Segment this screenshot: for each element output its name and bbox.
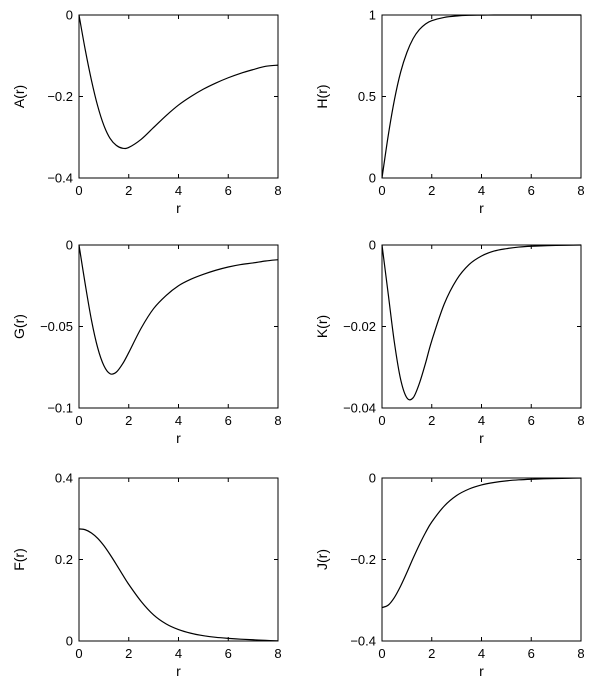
x-tick-label-a-r-4: 8 <box>274 183 281 198</box>
y-tick-label-k-r-1: −0.02 <box>343 319 376 334</box>
x-tick-label-g-r-0: 0 <box>75 413 82 428</box>
x-tick-label-h-r-2: 4 <box>478 183 485 198</box>
y-tick-label-a-r-0: −0.4 <box>47 171 73 186</box>
y-tick-label-a-r-1: −0.2 <box>47 89 73 104</box>
y-tick-label-f-r-2: 0.4 <box>55 471 73 486</box>
y-tick-label-j-r-2: 0 <box>369 471 376 486</box>
x-tick-label-j-r-2: 4 <box>478 646 485 661</box>
y-tick-label-g-r-0: −0.1 <box>47 401 73 416</box>
y-axis-label-h-r: H(r) <box>314 84 330 108</box>
x-tick-label-f-r-4: 8 <box>274 646 281 661</box>
axes-frame-j-r <box>381 477 582 642</box>
y-tick-label-a-r-2: 0 <box>66 8 73 23</box>
x-tick-label-k-r-1: 2 <box>428 413 435 428</box>
x-axis-label-k-r: r <box>479 430 484 446</box>
x-tick-label-a-r-2: 4 <box>175 183 182 198</box>
x-tick-label-g-r-1: 2 <box>125 413 132 428</box>
chart-k-r: 0 2 4 6 8 −0.04 −0.02 0 r K(r) <box>314 238 585 447</box>
x-tick-label-g-r-3: 6 <box>225 413 232 428</box>
y-tick-label-h-r-1: 0.5 <box>358 89 376 104</box>
chart-f-r: 0 2 4 6 8 0 0.2 0.4 r F(r) <box>11 471 282 680</box>
y-tick-label-h-r-2: 1 <box>369 8 376 23</box>
x-tick-label-k-r-4: 8 <box>577 413 584 428</box>
y-tick-label-h-r-0: 0 <box>369 171 376 186</box>
y-axis-label-k-r: K(r) <box>314 315 330 338</box>
x-tick-label-a-r-0: 0 <box>75 183 82 198</box>
x-tick-label-k-r-0: 0 <box>378 413 385 428</box>
y-tick-label-j-r-1: −0.2 <box>350 552 376 567</box>
x-tick-label-h-r-0: 0 <box>378 183 385 198</box>
y-tick-label-k-r-2: 0 <box>369 238 376 253</box>
x-tick-label-k-r-2: 4 <box>478 413 485 428</box>
x-tick-label-a-r-3: 6 <box>225 183 232 198</box>
axes-frame-k-r <box>381 244 582 409</box>
chart-g-r: 0 2 4 6 8 −0.1 −0.05 0 r G(r) <box>11 238 282 447</box>
axes-frame-f-r <box>78 477 279 642</box>
x-tick-label-h-r-3: 6 <box>528 183 535 198</box>
x-tick-label-f-r-3: 6 <box>225 646 232 661</box>
x-tick-label-j-r-1: 2 <box>428 646 435 661</box>
chart-h-r: 0 2 4 6 8 0 0.5 1 r H(r) <box>314 8 585 217</box>
y-tick-label-g-r-2: 0 <box>66 238 73 253</box>
y-tick-label-k-r-0: −0.04 <box>343 401 376 416</box>
chart-a-r: 0 2 4 6 8 −0.4 −0.2 0 r A(r) <box>11 8 282 217</box>
x-tick-label-g-r-4: 8 <box>274 413 281 428</box>
x-axis-label-f-r: r <box>176 663 181 679</box>
x-tick-label-g-r-2: 4 <box>175 413 182 428</box>
x-tick-label-h-r-1: 2 <box>428 183 435 198</box>
y-tick-label-j-r-0: −0.4 <box>350 634 376 649</box>
axes-frame-a-r <box>78 14 279 179</box>
x-tick-label-f-r-1: 2 <box>125 646 132 661</box>
x-tick-label-a-r-1: 2 <box>125 183 132 198</box>
x-axis-label-a-r: r <box>176 200 181 216</box>
x-tick-label-k-r-3: 6 <box>528 413 535 428</box>
y-tick-label-g-r-1: −0.05 <box>40 319 73 334</box>
series-line-h-r-0 <box>381 14 581 179</box>
y-tick-label-f-r-1: 0.2 <box>55 552 73 567</box>
y-axis-label-a-r: A(r) <box>11 85 27 108</box>
x-tick-label-j-r-0: 0 <box>378 646 385 661</box>
x-axis-label-g-r: r <box>176 430 181 446</box>
y-axis-label-g-r: G(r) <box>11 314 27 339</box>
series-line-a-r-0 <box>78 14 279 150</box>
axes-frame-h-r <box>381 14 582 179</box>
x-tick-label-f-r-0: 0 <box>75 646 82 661</box>
axes-frame-g-r <box>78 244 279 409</box>
x-axis-label-j-r: r <box>479 663 484 679</box>
series-line-j-r-0 <box>381 477 582 609</box>
x-tick-label-j-r-3: 6 <box>528 646 535 661</box>
series-line-k-r-0 <box>381 244 582 401</box>
x-tick-label-j-r-4: 8 <box>577 646 584 661</box>
y-axis-label-j-r: J(r) <box>314 549 330 570</box>
chart-j-r: 0 2 4 6 8 −0.4 −0.2 0 r J(r) <box>314 471 585 680</box>
x-tick-label-f-r-2: 4 <box>175 646 182 661</box>
series-line-f-r-0 <box>78 528 279 642</box>
series-line-g-r-0 <box>78 244 279 375</box>
x-axis-label-h-r: r <box>479 200 484 216</box>
y-tick-label-f-r-0: 0 <box>66 634 73 649</box>
x-tick-label-h-r-4: 8 <box>577 183 584 198</box>
y-axis-label-f-r: F(r) <box>11 548 27 571</box>
